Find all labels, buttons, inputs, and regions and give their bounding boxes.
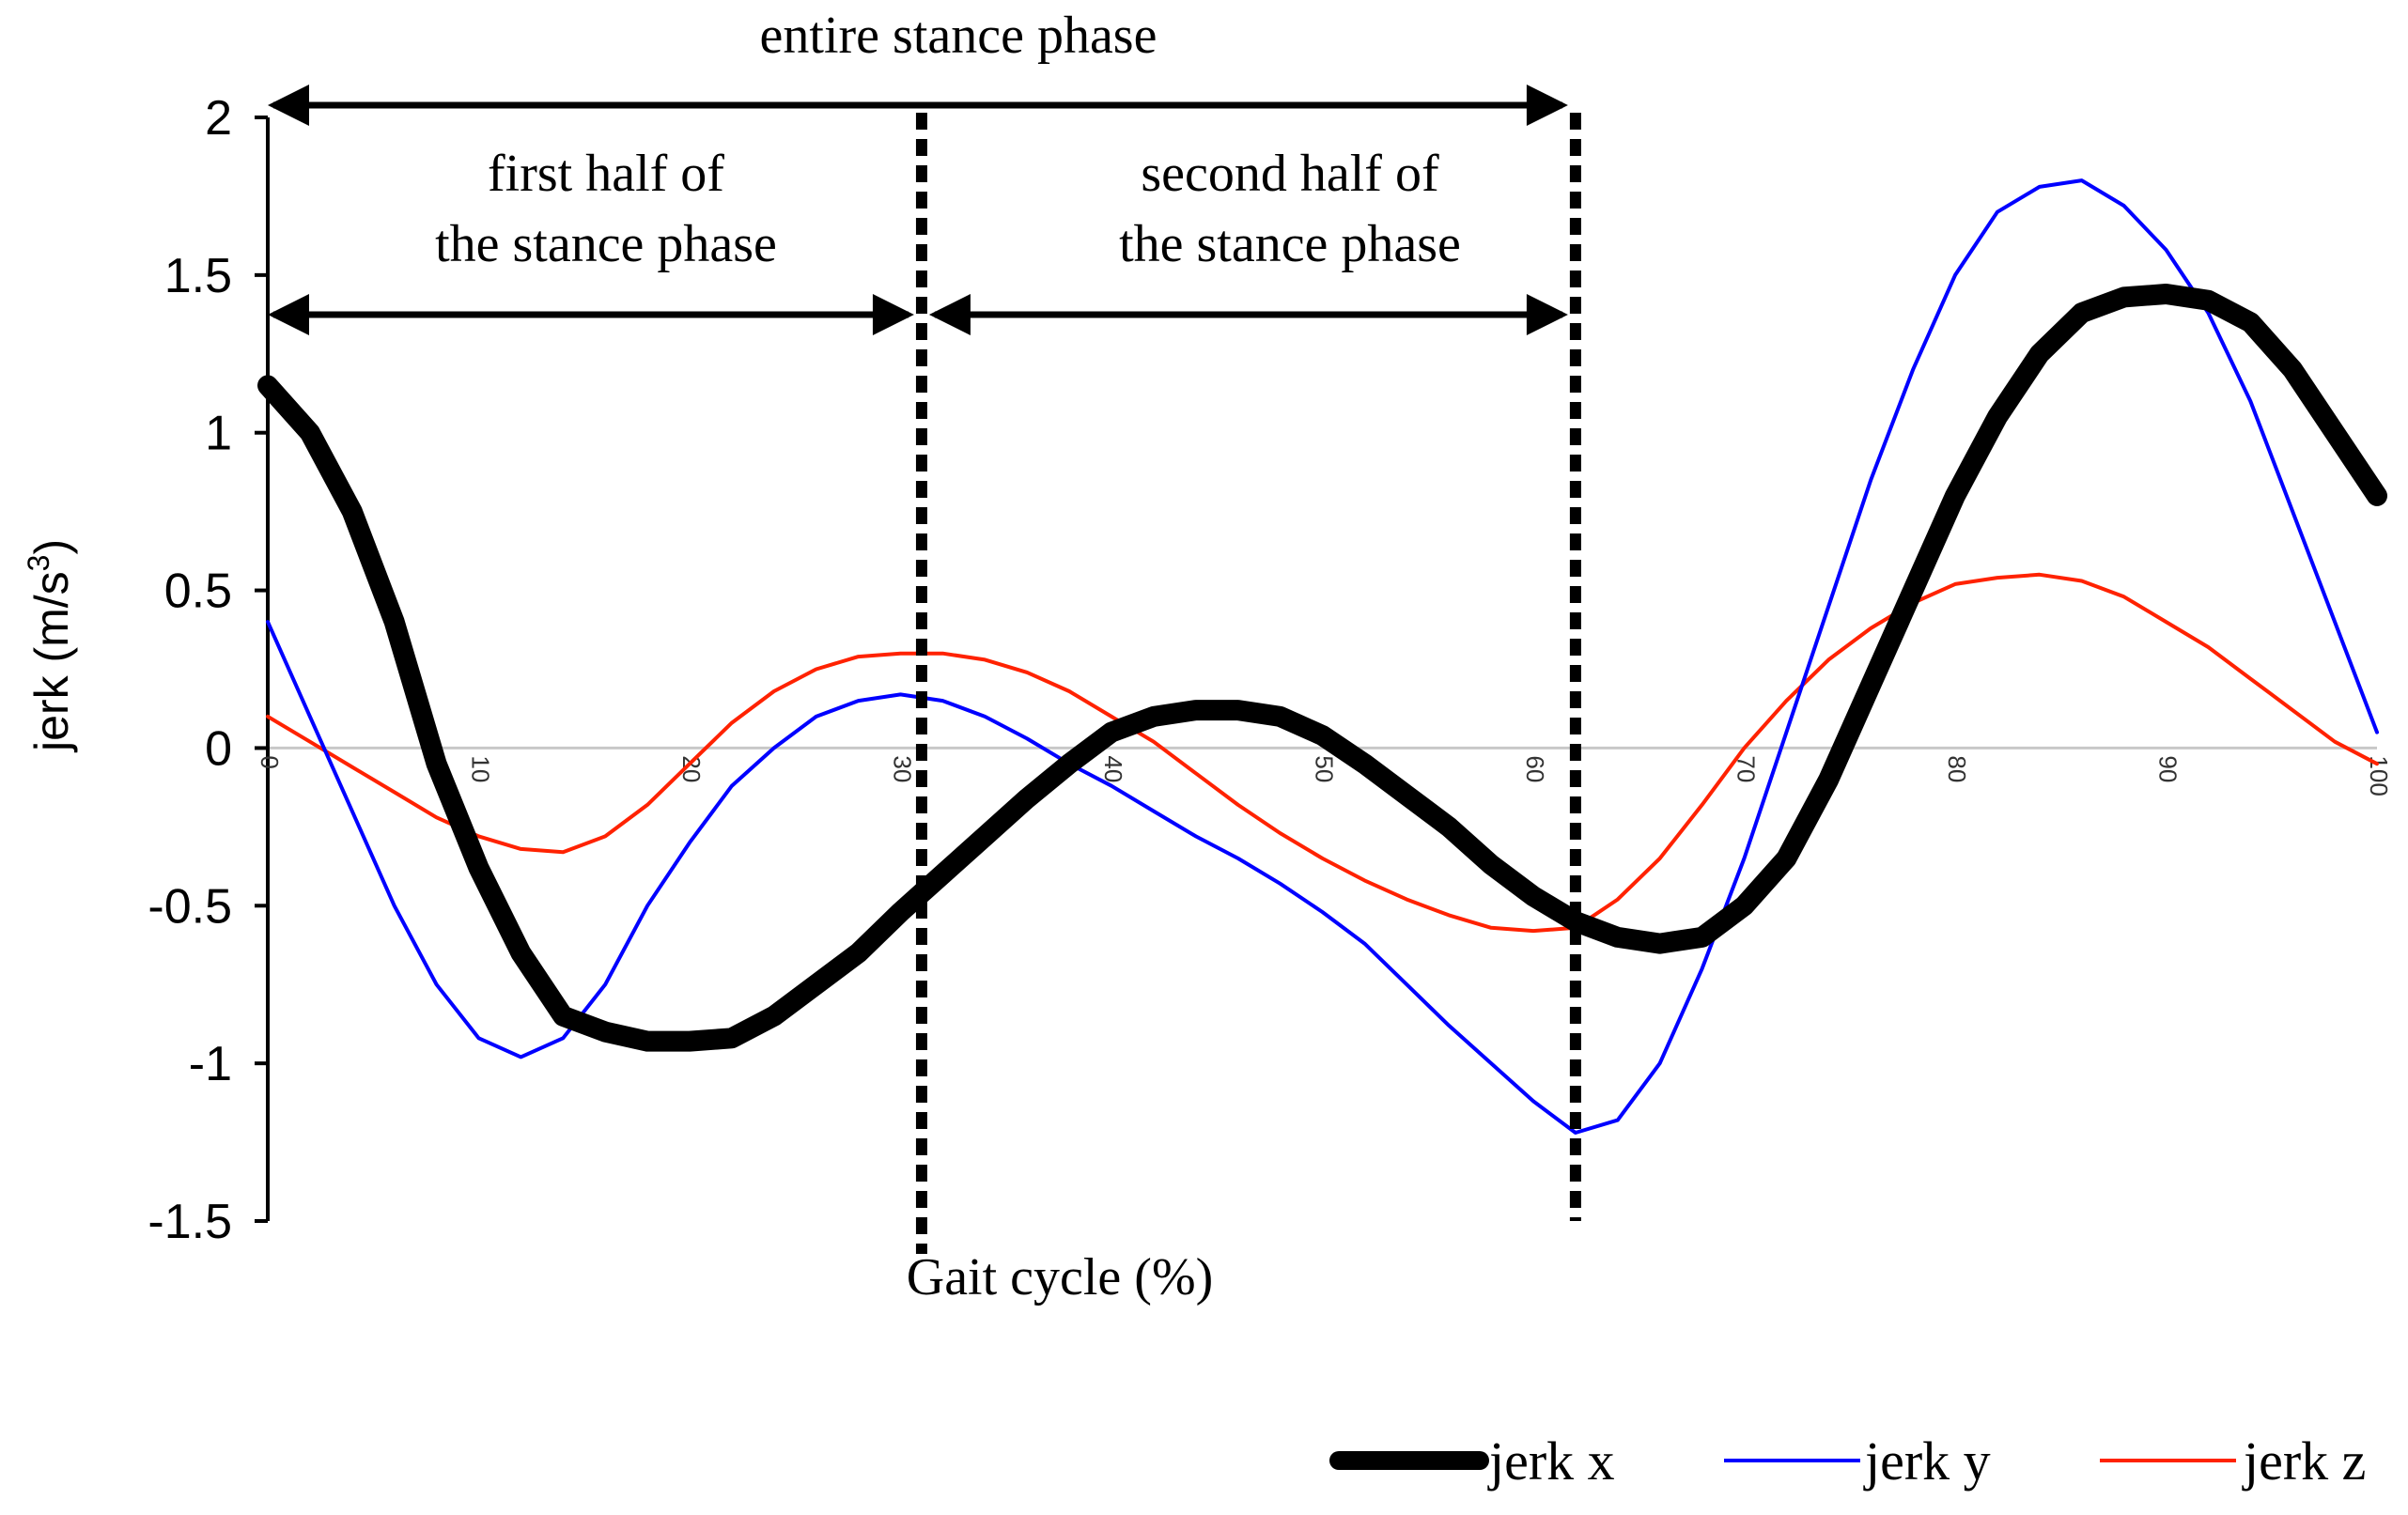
- x-tick-label: 80: [1943, 755, 1971, 782]
- series-line-jerk-x: [257, 284, 2387, 1052]
- phase-arrows: [268, 85, 1568, 335]
- arrow-first-half: [268, 294, 914, 335]
- annotation-first-half-line1: first half of: [488, 145, 724, 203]
- series-line-jerk-y: [266, 178, 2379, 1135]
- arrow-entire-stance: [268, 85, 1568, 126]
- y-tick-label: -0.5: [148, 879, 232, 934]
- axes: [255, 116, 270, 1223]
- series-line-jerk-z: [266, 572, 2379, 934]
- legend-label-jerk-z: jerk z: [2242, 1430, 2366, 1492]
- legend-label-jerk-x: jerk x: [1487, 1430, 1615, 1492]
- annotation-entire-stance: entire stance phase: [760, 7, 1157, 65]
- legend-label-jerk-y: jerk y: [1863, 1430, 1991, 1492]
- x-tick-label: 50: [1311, 755, 1339, 782]
- arrow-second-half: [928, 294, 1568, 335]
- y-tick-label: 2: [205, 91, 232, 146]
- y-tick-labels: 2 1.5 1 0.5 0 -0.5 -1 -1.5: [148, 91, 232, 1249]
- annotation-second-half-line2: the stance phase: [1119, 215, 1461, 273]
- annotation-first-half-line2: the stance phase: [435, 215, 777, 273]
- x-tick-label: 10: [467, 755, 495, 782]
- x-tick-label: 30: [889, 755, 917, 782]
- x-tick-label: 40: [1099, 755, 1127, 782]
- y-axis-label-close: ): [25, 539, 78, 555]
- x-tick-labels: 0 10 20 30 40 50 60 70 80 90 100: [256, 755, 2393, 796]
- y-tick-label: 1: [205, 407, 232, 461]
- x-tick-label: 60: [1521, 755, 1549, 782]
- x-tick-label: 100: [2365, 755, 2393, 796]
- y-axis-label-exponent: 3: [22, 555, 55, 572]
- stance-dividers: [915, 113, 1581, 1254]
- series-lines: [257, 178, 2387, 1135]
- y-axis-label-main: jerk (m/s: [25, 571, 78, 753]
- y-tick-label: 0.5: [164, 564, 232, 619]
- annotation-second-half-line1: second half of: [1141, 145, 1439, 203]
- x-axis-label: Gait cycle (%): [907, 1248, 1213, 1306]
- x-tick-label: 90: [2154, 755, 2183, 782]
- x-tick-label: 0: [256, 755, 284, 768]
- y-tick-label: 0: [205, 721, 232, 776]
- legend: jerk x jerk y jerk z: [1329, 1430, 2366, 1492]
- y-tick-label: 1.5: [164, 249, 232, 303]
- y-axis-label: jerk (m/s3): [22, 539, 78, 753]
- y-tick-label: -1: [189, 1037, 232, 1091]
- y-tick-label: -1.5: [148, 1195, 232, 1249]
